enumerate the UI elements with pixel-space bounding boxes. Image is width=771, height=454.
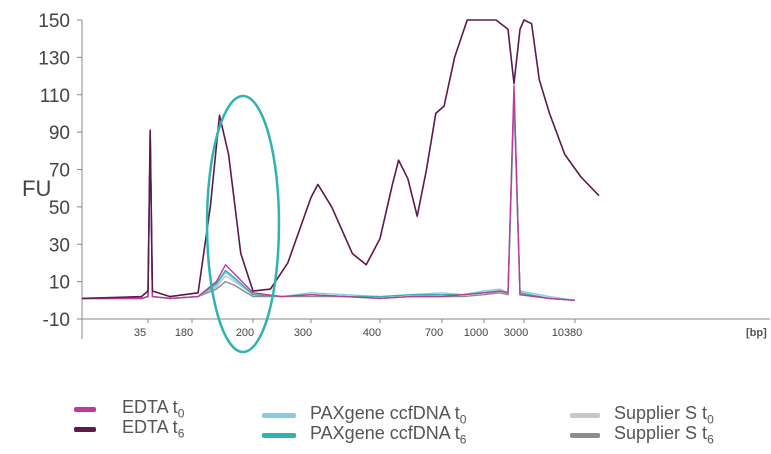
y-tick-label: 130 bbox=[38, 48, 70, 69]
highlight-layer bbox=[205, 94, 281, 354]
highlight-ellipse bbox=[205, 94, 281, 354]
y-tick-label: 150 bbox=[38, 11, 70, 32]
y-tick-label: -10 bbox=[43, 310, 70, 331]
x-tick-label: 35 bbox=[134, 327, 146, 339]
legend-label: Supplier S t0 bbox=[614, 403, 714, 427]
legend-item-supplier-t6: Supplier S t6 bbox=[570, 423, 714, 447]
series-line-edta-t6 bbox=[81, 19, 600, 300]
x-tick-label: 200 bbox=[236, 327, 254, 339]
x-tick-label: 10380 bbox=[552, 327, 583, 339]
y-tick-label: 50 bbox=[49, 198, 70, 219]
x-tick-label: 3000 bbox=[504, 327, 528, 339]
x-tick-label: 700 bbox=[425, 327, 443, 339]
y-tick-label: 30 bbox=[49, 235, 70, 256]
chart-svg: 150 130 110 90 70 50 30 10 -10 35 180 200 300 400 700… bbox=[22, 11, 770, 354]
series-line-supplier-s-t6 bbox=[82, 90, 576, 301]
legend-swatch bbox=[74, 426, 96, 432]
x-axis: 35 180 200 300 400 700 1000 3000 10380 bbox=[82, 318, 770, 339]
x-tick-label: 400 bbox=[363, 327, 381, 339]
x-axis-unit-label: [bp] bbox=[746, 327, 767, 339]
x-tick-label: 1000 bbox=[464, 327, 488, 339]
legend-label: PAXgene ccfDNA t0 bbox=[310, 403, 467, 427]
series-line-paxgene-ccfdna-t6 bbox=[82, 94, 576, 301]
y-axis-label: FU bbox=[22, 176, 51, 201]
series-line-edta-t0 bbox=[82, 84, 576, 301]
legend-item-edta-t0: EDTA t0 bbox=[74, 397, 185, 421]
legend-label: EDTA t0 bbox=[122, 397, 185, 421]
y-axis: 150 130 110 90 70 50 30 10 -10 bbox=[38, 11, 83, 339]
y-tick-label: 110 bbox=[40, 86, 70, 107]
legend: EDTA t0 EDTA t6 PAXgene ccfDNA t0 PAXgen… bbox=[0, 397, 771, 454]
legend-item-paxgene-t6: PAXgene ccfDNA t6 bbox=[262, 423, 467, 447]
y-tick-label: 70 bbox=[49, 161, 70, 182]
y-tick-label: 10 bbox=[49, 273, 70, 294]
x-tick-label: 180 bbox=[175, 327, 193, 339]
legend-label: Supplier S t6 bbox=[614, 423, 714, 447]
series-line-supplier-s-t0 bbox=[82, 97, 576, 301]
legend-swatch bbox=[262, 432, 296, 438]
legend-swatch bbox=[262, 412, 296, 418]
legend-swatch bbox=[74, 406, 96, 412]
legend-item-supplier-t0: Supplier S t0 bbox=[570, 403, 714, 427]
legend-item-edta-t6: EDTA t6 bbox=[74, 417, 185, 441]
legend-swatch bbox=[570, 432, 600, 438]
legend-label: PAXgene ccfDNA t6 bbox=[310, 423, 467, 447]
x-tick-label: 300 bbox=[294, 327, 312, 339]
series-layer bbox=[81, 19, 600, 301]
legend-item-paxgene-t0: PAXgene ccfDNA t0 bbox=[262, 403, 467, 427]
legend-label: EDTA t6 bbox=[122, 417, 185, 441]
legend-swatch bbox=[570, 412, 600, 418]
y-tick-label: 90 bbox=[49, 123, 70, 144]
